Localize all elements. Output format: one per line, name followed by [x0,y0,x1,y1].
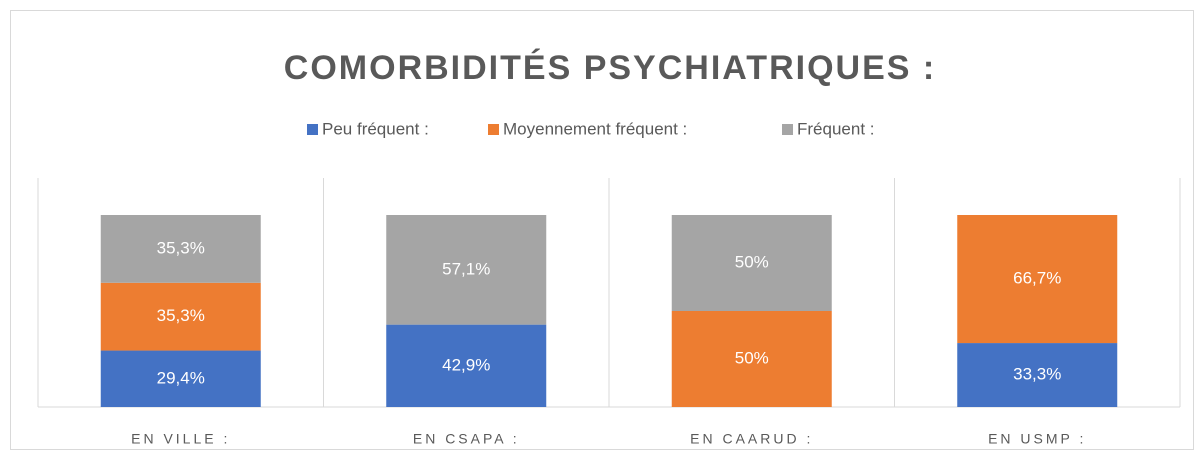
data-label: 66,7% [1013,269,1061,288]
bar-segment [671,311,832,407]
bar-segment [100,350,261,407]
data-label: 57,1% [442,259,490,278]
data-label: 33,3% [1013,365,1061,384]
bar-segment [671,215,832,311]
data-label: 50% [735,348,769,367]
chart-title: COMORBIDITÉS PSYCHIATRIQUES : [284,49,936,87]
data-label: 35,3% [157,238,205,257]
x-tick-label: EN CSAPA : [413,431,520,447]
data-label: 35,3% [157,306,205,325]
data-label: 42,9% [442,355,490,374]
legend-label: Moyennement fréquent : [503,119,687,138]
data-label: 29,4% [157,368,205,387]
bar-segment [100,215,261,283]
data-label: 50% [735,252,769,271]
bar-segment [386,215,547,325]
bar-segment [386,324,547,407]
legend-swatch [307,124,318,135]
legend-label: Peu fréquent : [322,119,429,138]
x-tick-label: EN VILLE : [131,431,230,447]
x-tick-label: EN CAARUD : [690,431,813,447]
bar-segment [100,282,261,351]
x-tick-label: EN USMP : [988,431,1086,447]
legend-label: Fréquent : [797,119,875,138]
legend-swatch [782,124,793,135]
bar-segment [957,215,1118,344]
bar-segment [957,343,1118,407]
legend-swatch [488,124,499,135]
